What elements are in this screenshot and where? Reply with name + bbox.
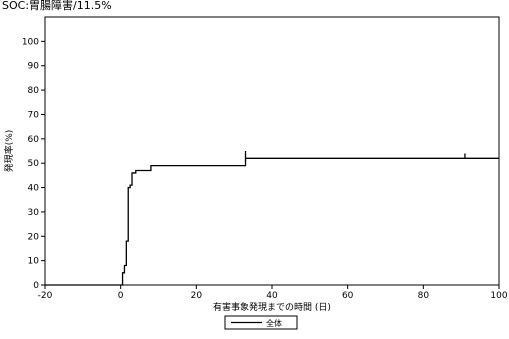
x-axis: -20 0 20 40 60 80 100 xyxy=(38,285,508,301)
x-tick-label: 0 xyxy=(118,291,124,301)
x-tick-label: 80 xyxy=(418,291,430,301)
y-tick-label: 10 xyxy=(28,257,40,267)
series-layer xyxy=(45,151,499,285)
plot-frame xyxy=(45,17,499,285)
x-axis-label: 有害事象発現までの時間 (日) xyxy=(213,301,331,313)
y-tick-label: 20 xyxy=(28,232,40,242)
chart-title: SOC:胃腸障害/11.5% xyxy=(2,0,112,12)
legend-label: 全体 xyxy=(266,318,282,328)
y-axis: 0 10 20 30 40 50 60 70 80 90 100 xyxy=(22,37,45,291)
x-tick-label: 100 xyxy=(490,291,507,301)
x-tick-label: 60 xyxy=(342,291,354,301)
y-tick-label: 30 xyxy=(28,208,40,218)
x-tick-label: -20 xyxy=(38,291,53,301)
series-line xyxy=(45,158,499,285)
y-tick-label: 80 xyxy=(28,86,40,96)
y-tick-label: 100 xyxy=(22,37,39,47)
y-tick-label: 90 xyxy=(28,62,40,72)
y-tick-label: 0 xyxy=(33,281,39,291)
y-tick-label: 60 xyxy=(28,135,40,145)
x-tick-label: 40 xyxy=(266,291,278,301)
y-tick-label: 50 xyxy=(28,159,40,169)
y-axis-label: 発現率(%) xyxy=(3,130,15,173)
x-tick-label: 20 xyxy=(191,291,203,301)
y-tick-label: 70 xyxy=(28,110,40,120)
y-tick-label: 40 xyxy=(28,184,40,194)
legend: 全体 xyxy=(225,316,297,329)
